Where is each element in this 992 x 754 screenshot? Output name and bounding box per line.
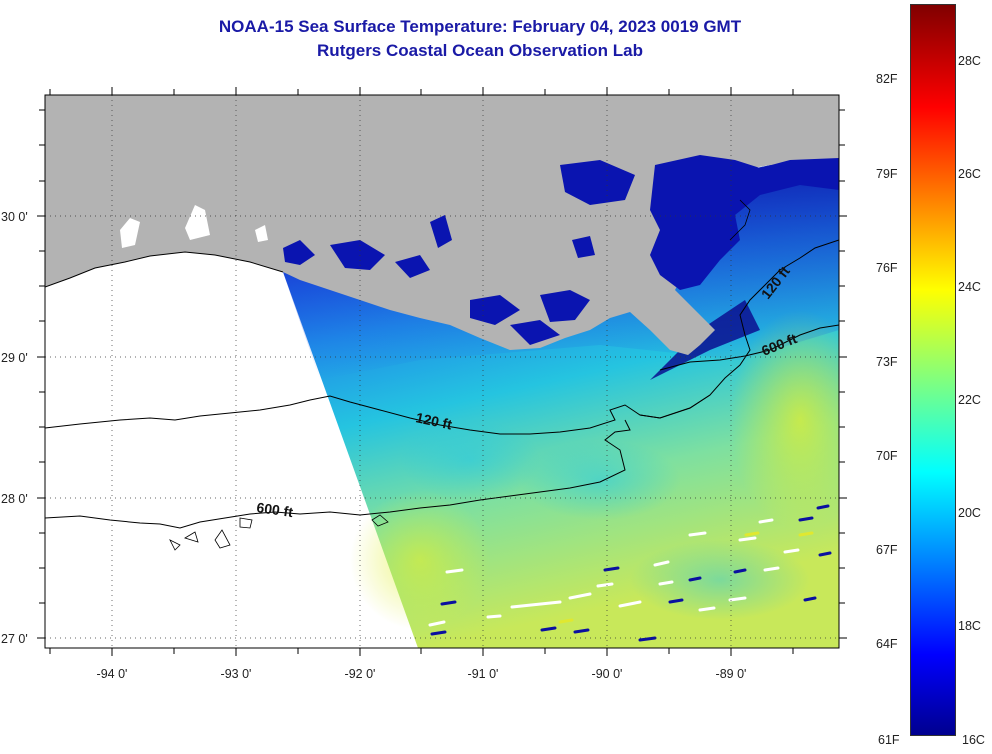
colorbar-label-20c: 20C (958, 506, 981, 520)
colorbar-label-67f: 67F (876, 543, 898, 557)
temperature-colorbar (910, 4, 956, 736)
graticule (45, 95, 839, 648)
lat-label-30: 30 0' (1, 210, 28, 224)
lon-label-89: -89 0' (716, 667, 747, 681)
colorbar-label-79f: 79F (876, 167, 898, 181)
colorbar-label-70f: 70F (876, 449, 898, 463)
lon-label-90: -90 0' (592, 667, 623, 681)
colorbar-label-24c: 24C (958, 280, 981, 294)
colorbar-label-16c: 16C (962, 733, 985, 747)
lat-label-28: 28 0' (1, 492, 28, 506)
colorbar-label-73f: 73F (876, 355, 898, 369)
axis-ticks (37, 87, 847, 656)
colorbar-label-76f: 76F (876, 261, 898, 275)
lat-label-27: 27 0' (1, 632, 28, 646)
cloud-artifacts (428, 504, 832, 642)
contour-120ft (45, 239, 839, 435)
map-frame (44, 94, 840, 649)
colorbar-label-61f: 61F (878, 733, 900, 747)
colorbar-label-26c: 26C (958, 167, 981, 181)
contour-label-120ft: 120 ft (414, 409, 453, 432)
lon-label-92: -92 0' (345, 667, 376, 681)
colorbar-label-22c: 22C (958, 393, 981, 407)
lat-label-29: 29 0' (1, 351, 28, 365)
contour-600ft (45, 324, 839, 529)
coastline (45, 251, 284, 288)
colorbar-label-64f: 64F (876, 637, 898, 651)
contour-label-600ft: 600 ft (256, 499, 295, 520)
colorbar-label-28c: 28C (958, 54, 981, 68)
lon-label-91: -91 0' (468, 667, 499, 681)
map-subtitle: Rutgers Coastal Ocean Observation Lab (317, 41, 643, 60)
lon-label-93: -93 0' (221, 667, 252, 681)
colorbar-label-82f: 82F (876, 72, 898, 86)
colorbar-label-18c: 18C (958, 619, 981, 633)
lon-label-94: -94 0' (97, 667, 128, 681)
map-title: NOAA-15 Sea Surface Temperature: Februar… (218, 17, 742, 36)
